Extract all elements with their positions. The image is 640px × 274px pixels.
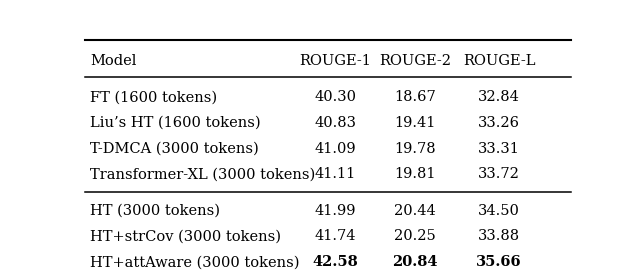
Text: ROUGE-2: ROUGE-2 (379, 54, 451, 68)
Text: Model: Model (90, 54, 136, 68)
Text: 19.78: 19.78 (394, 142, 436, 156)
Text: 19.81: 19.81 (394, 167, 436, 181)
Text: 34.50: 34.50 (478, 204, 520, 218)
Text: 20.44: 20.44 (394, 204, 436, 218)
Text: 41.09: 41.09 (315, 142, 356, 156)
Text: 19.41: 19.41 (394, 116, 435, 130)
Text: 32.84: 32.84 (478, 90, 520, 104)
Text: 18.67: 18.67 (394, 90, 436, 104)
Text: Transformer-XL (3000 tokens): Transformer-XL (3000 tokens) (90, 167, 315, 181)
Text: Liu’s HT (1600 tokens): Liu’s HT (1600 tokens) (90, 116, 260, 130)
Text: T-DMCA (3000 tokens): T-DMCA (3000 tokens) (90, 142, 259, 156)
Text: FT (1600 tokens): FT (1600 tokens) (90, 90, 217, 104)
Text: 35.66: 35.66 (476, 255, 522, 269)
Text: HT+attAware (3000 tokens): HT+attAware (3000 tokens) (90, 255, 300, 269)
Text: HT+strCov (3000 tokens): HT+strCov (3000 tokens) (90, 230, 281, 244)
Text: 41.99: 41.99 (315, 204, 356, 218)
Text: 20.84: 20.84 (392, 255, 438, 269)
Text: 40.83: 40.83 (314, 116, 356, 130)
Text: 20.25: 20.25 (394, 230, 436, 244)
Text: 41.11: 41.11 (315, 167, 356, 181)
Text: 33.72: 33.72 (478, 167, 520, 181)
Text: 33.88: 33.88 (478, 230, 520, 244)
Text: 33.31: 33.31 (478, 142, 520, 156)
Text: 41.74: 41.74 (315, 230, 356, 244)
Text: 33.26: 33.26 (478, 116, 520, 130)
Text: ROUGE-L: ROUGE-L (463, 54, 536, 68)
Text: ROUGE-1: ROUGE-1 (300, 54, 371, 68)
Text: HT (3000 tokens): HT (3000 tokens) (90, 204, 220, 218)
Text: 40.30: 40.30 (314, 90, 356, 104)
Text: 42.58: 42.58 (312, 255, 358, 269)
